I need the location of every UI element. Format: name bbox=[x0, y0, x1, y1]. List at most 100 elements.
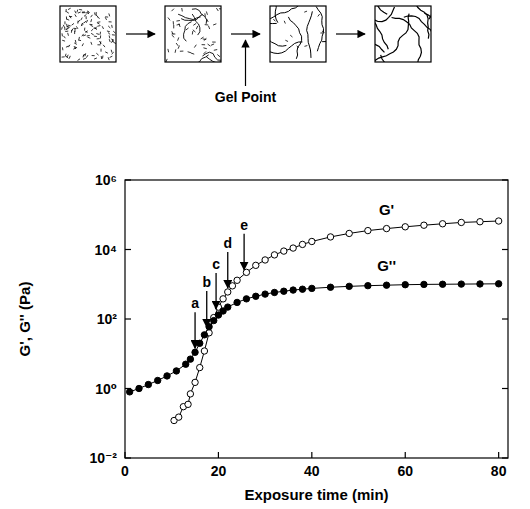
monomer bbox=[193, 30, 196, 32]
monomer bbox=[75, 40, 77, 43]
monomer bbox=[297, 46, 299, 48]
data-point bbox=[458, 219, 464, 225]
monomer bbox=[62, 56, 65, 57]
monomer bbox=[173, 25, 174, 28]
monomer bbox=[96, 12, 97, 15]
chain bbox=[424, 13, 431, 60]
monomer bbox=[78, 37, 80, 40]
monomer bbox=[206, 11, 207, 14]
monomer bbox=[91, 33, 94, 35]
data-point bbox=[421, 222, 427, 228]
data-point bbox=[243, 296, 249, 302]
schematic: Gel Point bbox=[60, 0, 495, 119]
monomer bbox=[97, 38, 100, 39]
data-point bbox=[327, 234, 333, 240]
monomer bbox=[91, 15, 93, 17]
axes: 02040608010⁻²10⁰10²10⁴10⁶ bbox=[89, 172, 508, 479]
data-point bbox=[299, 241, 305, 247]
data-point bbox=[201, 332, 207, 338]
monomer bbox=[216, 8, 218, 11]
monomer bbox=[62, 40, 65, 42]
box-frame bbox=[375, 6, 431, 62]
monomer bbox=[105, 17, 106, 20]
data-point bbox=[253, 293, 259, 299]
monomer bbox=[180, 51, 183, 52]
x-tick-label: 40 bbox=[304, 463, 320, 479]
annotation-arrow bbox=[243, 234, 244, 270]
data-point bbox=[290, 287, 296, 293]
monomer bbox=[66, 19, 69, 20]
data-point bbox=[145, 381, 151, 387]
monomer bbox=[66, 46, 69, 47]
data-point bbox=[365, 282, 371, 288]
monomer bbox=[97, 23, 100, 25]
chain bbox=[307, 11, 313, 58]
data-point bbox=[495, 281, 501, 287]
x-tick bbox=[124, 452, 125, 458]
monomer bbox=[285, 40, 288, 41]
monomer bbox=[109, 21, 112, 22]
monomer bbox=[74, 43, 77, 44]
data-point bbox=[192, 349, 198, 355]
data-point bbox=[477, 219, 483, 225]
monomer bbox=[86, 20, 87, 23]
y-tick-label: 10² bbox=[97, 311, 118, 327]
schematic-box bbox=[311, 0, 495, 119]
chain bbox=[275, 6, 286, 23]
y-tick-right bbox=[502, 179, 508, 180]
monomer bbox=[97, 17, 99, 19]
monomer bbox=[94, 36, 97, 37]
monomer bbox=[81, 18, 82, 21]
monomer bbox=[101, 56, 102, 59]
monomer bbox=[82, 43, 83, 46]
annotation-label: a bbox=[191, 295, 199, 311]
data-point bbox=[220, 296, 226, 302]
monomer bbox=[108, 13, 110, 16]
monomer bbox=[173, 21, 174, 24]
data-point bbox=[271, 289, 277, 295]
monomer bbox=[177, 24, 180, 26]
chain bbox=[270, 28, 286, 46]
monomer bbox=[61, 27, 63, 30]
monomer bbox=[69, 56, 70, 59]
monomer bbox=[108, 32, 110, 34]
monomer bbox=[81, 24, 84, 26]
monomer bbox=[172, 9, 174, 12]
schematic-box bbox=[165, 6, 227, 67]
monomer bbox=[74, 46, 76, 48]
monomer bbox=[62, 47, 63, 50]
data-point bbox=[262, 291, 268, 297]
y-tick-right bbox=[502, 249, 508, 250]
monomer bbox=[100, 32, 102, 35]
data-point bbox=[211, 317, 217, 323]
chain bbox=[192, 14, 200, 35]
data-point bbox=[327, 284, 333, 290]
x-tick-label: 60 bbox=[397, 463, 413, 479]
x-tick bbox=[498, 452, 499, 458]
schematic-box bbox=[242, 0, 368, 62]
monomer bbox=[90, 19, 92, 22]
chain bbox=[189, 55, 209, 62]
monomer bbox=[63, 25, 64, 28]
monomer bbox=[112, 52, 114, 54]
monomer bbox=[83, 54, 85, 57]
monomer bbox=[102, 26, 103, 29]
data-point bbox=[173, 368, 179, 374]
monomer bbox=[74, 28, 77, 29]
data-point bbox=[234, 277, 240, 283]
data-point bbox=[439, 221, 445, 227]
chain bbox=[381, 55, 431, 62]
chain bbox=[202, 52, 221, 60]
data-point bbox=[192, 379, 198, 385]
monomer bbox=[64, 21, 65, 24]
monomer bbox=[172, 35, 175, 37]
monomer bbox=[100, 35, 101, 38]
chains bbox=[270, 6, 326, 59]
gel-point-arrow bbox=[245, 40, 246, 86]
monomer bbox=[64, 36, 66, 38]
monomer bbox=[92, 55, 95, 56]
gel-point-label: Gel Point bbox=[215, 89, 277, 105]
monomer bbox=[109, 35, 111, 38]
monomer bbox=[94, 12, 96, 15]
y-tick-right bbox=[502, 318, 508, 319]
